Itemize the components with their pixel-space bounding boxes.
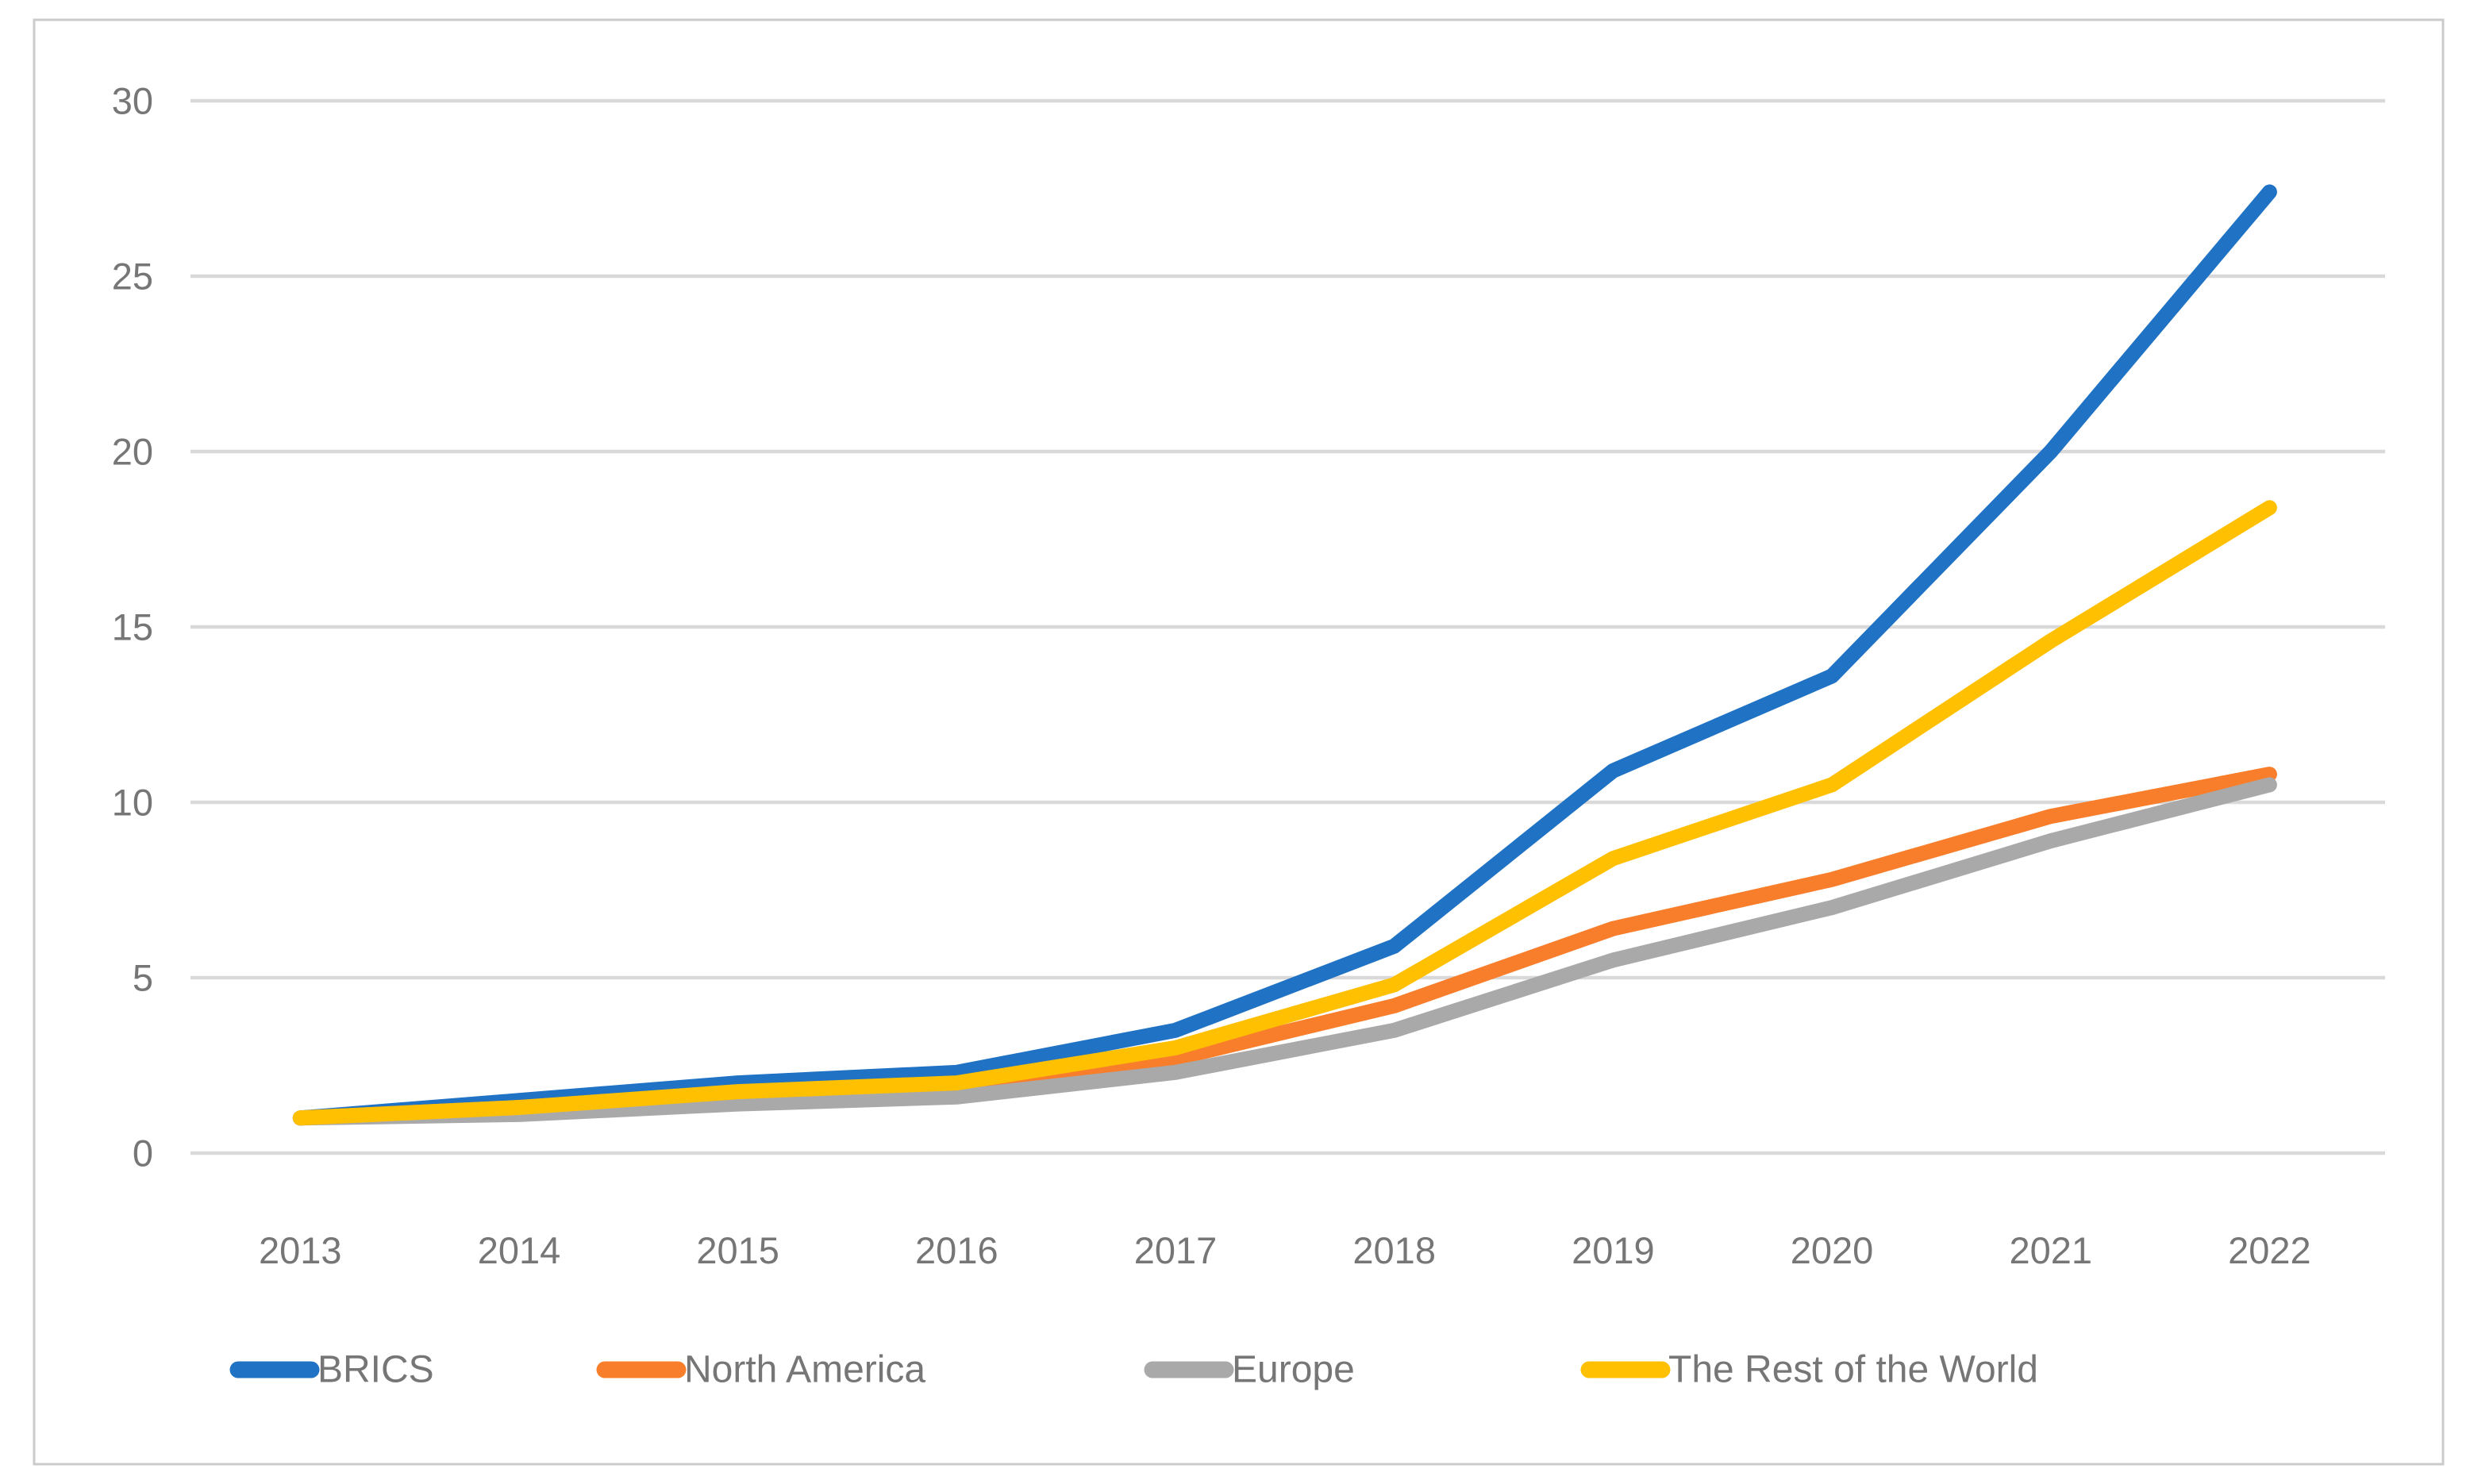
chart-frame-border [33, 18, 2445, 1466]
legend-label-europe: Europe [1232, 1349, 1355, 1391]
y-tick-label-5: 5 [133, 957, 153, 999]
y-tick-label-15: 15 [112, 606, 153, 648]
x-tick-label-2022: 2022 [2228, 1229, 2311, 1271]
y-tick-label-0: 0 [133, 1132, 153, 1175]
x-tick-label-2014: 2014 [478, 1229, 561, 1271]
legend-label-the-rest-of-the-world: The Rest of the World [1668, 1349, 2038, 1391]
series-line-brics [292, 184, 2277, 1126]
legend-label-north-america: North America [684, 1349, 925, 1391]
y-tick-label-10: 10 [112, 782, 153, 824]
y-tick-label-20: 20 [112, 431, 153, 473]
x-tick-label-2015: 2015 [696, 1229, 779, 1271]
x-tick-label-2020: 2020 [1791, 1229, 1874, 1271]
y-tick-label-25: 25 [112, 256, 153, 298]
x-tick-label-2021: 2021 [2009, 1229, 2092, 1271]
x-tick-label-2017: 2017 [1134, 1229, 1218, 1271]
series-line-europe [292, 777, 2277, 1126]
y-tick-label-30: 30 [112, 80, 153, 122]
legend-label-brics: BRICS [317, 1349, 434, 1391]
x-tick-label-2019: 2019 [1572, 1229, 1655, 1271]
x-tick-label-2018: 2018 [1352, 1229, 1436, 1271]
x-tick-label-2013: 2013 [259, 1229, 342, 1271]
series-line-the-rest-of-the-world [292, 500, 2277, 1126]
x-tick-label-2016: 2016 [915, 1229, 998, 1271]
